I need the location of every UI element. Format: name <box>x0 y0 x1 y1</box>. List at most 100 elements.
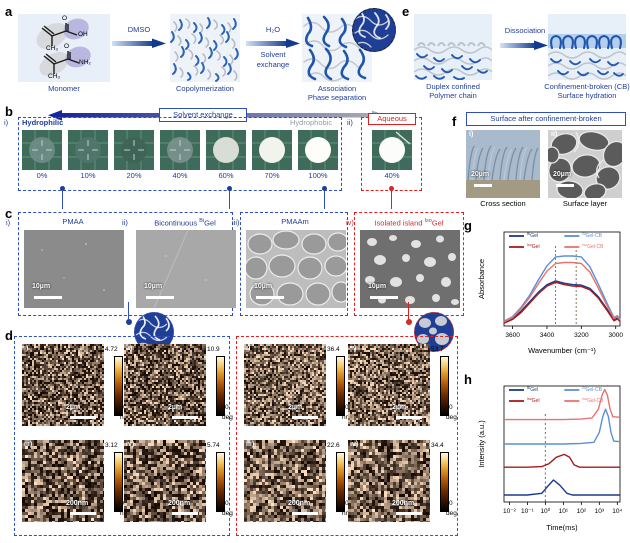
panel-f-caption-2: Surface layer <box>562 199 608 208</box>
panel-d-colorbar-left-2 <box>114 452 123 512</box>
association-caption: Association <box>317 84 357 93</box>
panel-c-scale-label-0: 10µm <box>32 283 51 290</box>
panel-d-scale-label: 200nm <box>288 500 311 507</box>
panel-d-scalebar <box>172 512 198 515</box>
panel-d-scalebar <box>70 512 96 515</box>
panel-f-cross-section-image: 20µm i) <box>466 130 540 198</box>
panel-d-group-blue <box>14 336 230 536</box>
aqueous-label: Aqueous <box>377 114 407 123</box>
monomer-illustration: O OH CH₃ O NH₂ CH₃ <box>18 14 110 82</box>
panel-d-left-afm-1: 2µm ii) <box>124 344 206 426</box>
panel-d-scalebar <box>396 416 422 419</box>
hydrophobic-label: Hydrophobic <box>290 118 333 127</box>
panel-d-scalebar <box>70 416 96 419</box>
panel-f-title-box <box>466 112 626 126</box>
panel-b-roman-ii: ii) <box>347 118 353 127</box>
panel-c-scalebar-2 <box>256 296 284 299</box>
panel-label-b: b <box>5 104 13 119</box>
panel-c-title-3: Isolated island IsoGel <box>374 218 444 228</box>
panel-d-colorbar-right-1 <box>440 356 449 416</box>
mol-o2-label: O <box>64 43 70 50</box>
copolymerization-caption: Copolymerization <box>176 84 234 93</box>
panel-d-colorbar-right-3 <box>440 452 449 512</box>
panel-d-colorbar-left-3 <box>216 452 225 512</box>
ftir-chart: 3600 3400 3200 3000 Wavenumber (cm⁻¹) Absorba… <box>474 224 626 356</box>
panel-f-surface-layer-image: 20µm ii) <box>548 130 622 198</box>
mol-oh-label: OH <box>78 31 88 38</box>
panel-c-title-0: PMAA <box>62 217 84 226</box>
panel-d-left-afm-0: 2µm i) <box>22 344 104 426</box>
panel-b-sample-label-6: 100% <box>308 171 328 180</box>
panel-d-colorbar-unit-right-3: deg <box>446 510 457 517</box>
connector-dot-b4 <box>389 186 394 191</box>
panel-f-roman-ii: ii) <box>551 131 558 138</box>
panel-d-colorbar-unit-left-3: deg <box>222 510 233 517</box>
panel-d-colorbar-unit-right-0: nm <box>342 414 352 421</box>
panel-d-right-afm-0: 2µm i) <box>244 344 326 426</box>
panel-d-roman: ii) <box>126 345 133 352</box>
connector-line-b2 <box>229 191 230 209</box>
duplex-confined-illustration <box>414 14 492 80</box>
panel-d-colorbar-min-right-1: 0 <box>449 404 453 411</box>
mol-nh2-label: NH₂ <box>79 59 91 66</box>
connector-line-b1 <box>62 191 63 209</box>
panel-b-sample-6 <box>298 130 338 170</box>
panel-label-h: h <box>464 372 472 387</box>
panel-d-colorbar-min-left-1: 0 <box>225 404 229 411</box>
panel-c-scale-label-1: 10µm <box>144 283 163 290</box>
aqueous-sample-value: 40% <box>384 171 400 180</box>
panel-d-scale-label: 200nm <box>168 500 191 507</box>
panel-label-a: a <box>5 4 13 19</box>
panel-b-roman-i: i) <box>4 118 9 127</box>
connector-dot-b2 <box>227 186 232 191</box>
panel-f-roman-i: i) <box>469 131 474 138</box>
hydrophilic-label: Hydrophilic <box>22 118 64 127</box>
panel-d-left-afm-2: 200nm iii) <box>22 440 104 522</box>
panel-c-image-0: 10µm <box>24 230 124 308</box>
phase-separation-caption: Phase separation <box>307 93 367 102</box>
panel-d-left-afm-3: 200nm iv) <box>124 440 206 522</box>
panel-f-scalebar-1 <box>474 184 492 187</box>
panel-d-scalebar <box>396 512 422 515</box>
water-arrow-label: H₂O <box>265 25 281 34</box>
duplex-confined-line2: Polymer chain <box>429 91 477 100</box>
panel-c-scalebar-0 <box>34 296 62 299</box>
panel-d-roman: i) <box>246 345 251 352</box>
panel-c-roman-3: iv) <box>346 218 354 227</box>
panel-d-scale-label: 2µm <box>168 404 183 411</box>
panel-d-roman: iv) <box>350 441 359 448</box>
panel-d-scale-label: 2µm <box>392 404 407 411</box>
panel-d-right-afm-2: 200nm iii) <box>244 440 326 522</box>
panel-d-colorbar-max-right-0: 36.4 <box>327 346 340 353</box>
dmso-arrow-label: DMSO <box>127 25 151 34</box>
panel-d-colorbar-min-right-2: 0 <box>345 500 349 507</box>
connector-line-c1 <box>128 302 129 320</box>
dissociation-arrow <box>500 40 548 50</box>
panel-d-colorbar-max-left-1: 10.9 <box>207 346 220 353</box>
panel-b-sample-label-0: 0% <box>36 171 48 180</box>
panel-label-g: g <box>464 218 472 233</box>
panel-b-sample-label-3: 40% <box>172 171 188 180</box>
panel-c-roman-2: iii) <box>232 218 240 227</box>
copolymerization-illustration <box>170 14 240 82</box>
panel-f-caption-1: Cross section <box>480 199 526 208</box>
panel-d-colorbar-unit-left-1: deg <box>222 414 233 421</box>
panel-label-c: c <box>5 206 13 221</box>
panel-c-image-1: 10µm <box>136 230 236 308</box>
connector-dot-c1 <box>126 319 132 325</box>
connector-dot-c2 <box>406 319 412 325</box>
panel-f-scalebar-2 <box>556 184 574 187</box>
panel-c-roman-1: ii) <box>122 218 128 227</box>
solvent-exchange-label-box <box>159 108 247 122</box>
nmr-relaxation-chart: 10⁻² 10⁻¹ 10⁰ 10¹ 10² 10³ 10⁴ Time(ms) Intensity… <box>474 378 626 536</box>
association-zoom-bubble <box>352 8 396 52</box>
panel-d-scale-label: 200nm <box>66 500 89 507</box>
panel-d-colorbar-max-right-1: 53.7 <box>431 346 444 353</box>
panel-c-scalebar-1 <box>146 296 174 299</box>
panel-d-colorbar-max-right-2: 22.6 <box>327 442 340 449</box>
panel-b-sample-1 <box>68 130 108 170</box>
panel-b-sample-5 <box>252 130 292 170</box>
panel-c-scalebar-3 <box>370 296 398 299</box>
panel-d-colorbar-left-1 <box>216 356 225 416</box>
monomer-caption: Monomer <box>48 84 80 93</box>
